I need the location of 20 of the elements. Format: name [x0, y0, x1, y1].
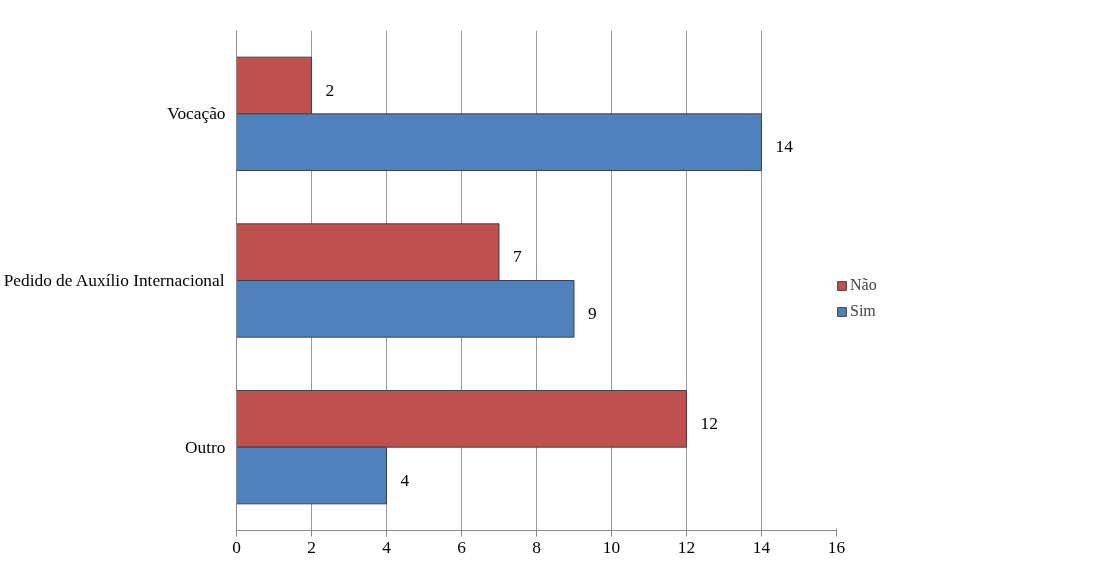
y-tick-label: Outro — [185, 437, 226, 457]
y-tick-label: Vocação — [167, 104, 226, 124]
x-tick-label: 10 — [602, 537, 621, 557]
data-label: 9 — [588, 303, 597, 323]
data-label: 2 — [325, 80, 335, 100]
x-tick-label: 0 — [232, 537, 241, 557]
x-tick-label: 2 — [307, 537, 316, 557]
x-tick-label: 8 — [532, 537, 541, 557]
x-tick-label: 16 — [827, 537, 846, 557]
x-tick-label: 4 — [382, 537, 392, 557]
data-label: 7 — [513, 247, 522, 267]
x-tick-label: 6 — [457, 537, 467, 557]
data-label: 4 — [400, 470, 410, 490]
y-tick-label: Pedido de Auxílio Internacional — [3, 271, 225, 290]
x-tick-label: 14 — [752, 537, 771, 557]
data-label: 12 — [700, 413, 718, 433]
x-tick-label: 12 — [677, 537, 696, 557]
legend-label: Sim — [850, 302, 876, 320]
data-label: 14 — [775, 137, 794, 157]
legend-label: Não — [850, 276, 877, 294]
